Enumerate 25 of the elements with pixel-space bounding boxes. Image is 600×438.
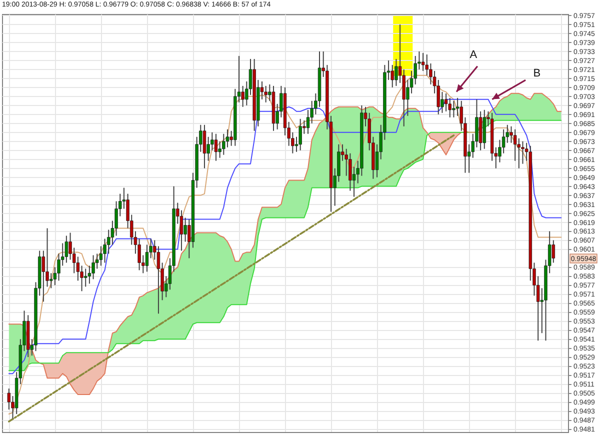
candlestick: [421, 52, 425, 72]
candlestick: [226, 128, 230, 148]
candlestick: [552, 240, 556, 264]
candlestick: [88, 265, 92, 284]
candlestick: [99, 246, 103, 266]
candlestick: [202, 124, 206, 169]
candlestick: [42, 250, 46, 302]
candlestick: [184, 217, 187, 242]
candlestick: [92, 254, 95, 280]
candlestick: [502, 128, 506, 154]
candlestick: [521, 140, 524, 164]
candlestick: [7, 388, 11, 410]
candlestick: [448, 97, 452, 118]
candlestick: [84, 268, 88, 288]
candlestick: [452, 100, 456, 118]
candlestick: [222, 133, 226, 156]
candlestick: [306, 109, 310, 134]
candlestick: [390, 64, 394, 88]
candlestick: [298, 118, 302, 151]
candlestick: [264, 85, 268, 103]
annotation: A: [470, 48, 478, 61]
candlestick: [64, 235, 68, 264]
candlestick: [145, 244, 149, 272]
annotation: B: [533, 68, 541, 80]
candlestick: [214, 133, 218, 162]
